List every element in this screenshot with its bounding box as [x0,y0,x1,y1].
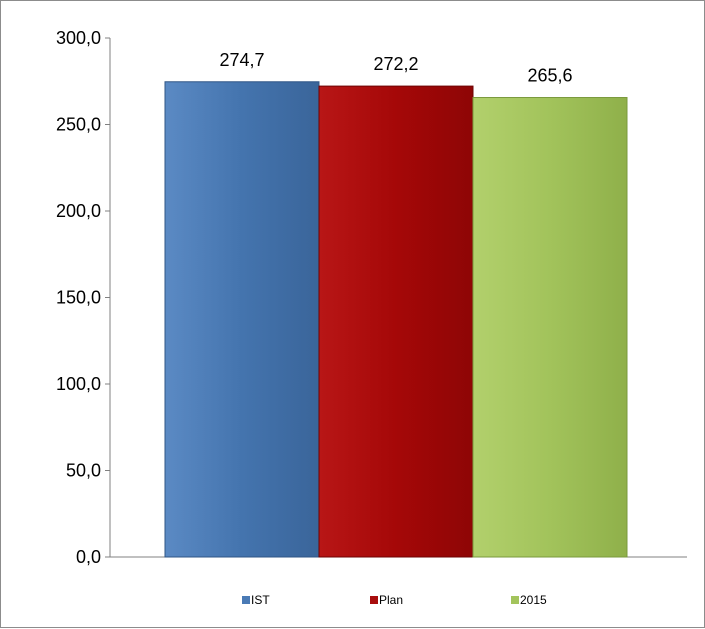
legend-swatch-plan [370,596,378,604]
bar-ist [164,81,320,558]
legend-swatch-ist [242,596,250,604]
legend-swatch-2015 [511,596,519,604]
legend-label-2015: 2015 [520,593,547,607]
bar-layer [164,81,628,558]
data-label-2015: 265,6 [527,66,572,86]
y-tick-label: 200,0 [56,201,101,221]
y-tick-label: 50,0 [66,461,101,481]
bar-plan [318,85,474,558]
data-label-plan: 272,2 [373,54,418,74]
legend-label-plan: Plan [379,593,403,607]
legend: IST Plan 2015 [242,593,547,607]
y-tick-label: 300,0 [56,28,101,48]
y-tick-label: 150,0 [56,288,101,308]
legend-label-ist: IST [251,593,270,607]
data-label-ist: 274,7 [219,50,264,70]
data-label-layer: 274,7 272,2 265,6 [219,50,572,86]
y-tick-label: 250,0 [56,115,101,135]
y-tick-label: 0,0 [76,547,101,567]
bar-2015 [472,97,628,558]
y-tick-label: 100,0 [56,374,101,394]
